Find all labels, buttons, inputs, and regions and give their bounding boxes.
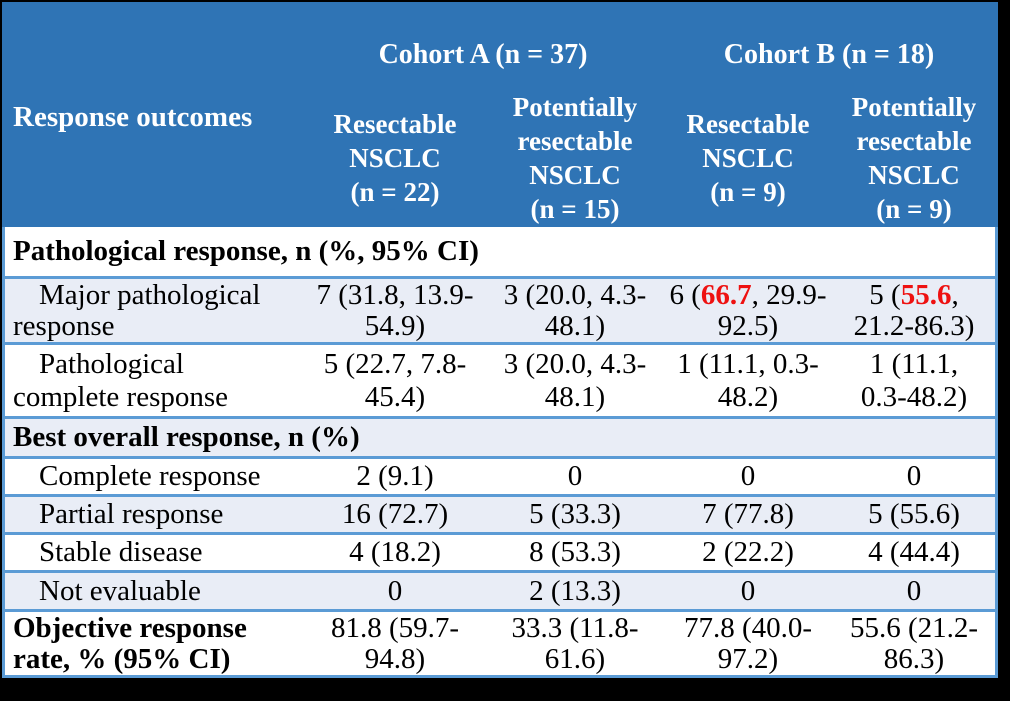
row-label: Not evaluable: [39, 574, 201, 607]
cell-cohort-b-resectable: 2 (22.2): [702, 536, 794, 568]
section-label: Pathological response, n (%, 95% CI): [13, 235, 479, 267]
cell-cohort-a-resectable: 7 (31.8, 13.9- 54.9): [316, 278, 474, 342]
cell-cohort-a-resectable: 16 (72.7): [341, 498, 449, 530]
column-header-potentially-resectable-b: Potentially resectable NSCLC (n = 9): [851, 92, 977, 224]
row-label: Stable disease: [39, 536, 203, 568]
highlighted-value: 66.7: [700, 278, 752, 311]
cell-cohort-b-potentially-resectable: 4 (44.4): [868, 536, 960, 568]
table-body: Pathological response, n (%, 95% CI) Maj…: [2, 227, 998, 678]
cell-cohort-b-potentially-resectable: 55.6 (21.2- 86.3): [849, 611, 979, 675]
highlighted-value: 55.6: [900, 278, 952, 311]
cell-cohort-a-resectable: 4 (18.2): [349, 536, 441, 568]
row-partial-response: Partial response 16 (72.7) 5 (33.3) 7 (7…: [5, 494, 995, 532]
row-label: Partial response: [39, 498, 224, 530]
section-label: Best overall response, n (%): [13, 421, 360, 453]
section-row-pathological-response: Pathological response, n (%, 95% CI): [5, 227, 995, 276]
cell-cohort-b-resectable: 0: [740, 574, 756, 607]
cell-cohort-a-resectable: 5 (22.7, 7.8- 45.4): [323, 347, 467, 413]
column-header-potentially-resectable-a: Potentially resectable NSCLC (n = 15): [512, 92, 638, 224]
cell-cohort-a-potentially-resectable: 3 (20.0, 4.3- 48.1): [503, 347, 647, 413]
cell-cohort-b-potentially-resectable: 1 (11.1, 0.3-48.2): [860, 347, 968, 413]
cohort-b-header: Cohort B (n = 18): [723, 39, 935, 70]
cell-text: , 21.2-86.3): [853, 278, 975, 342]
table-header: Response outcomes Cohort A (n = 37) Coho…: [2, 2, 998, 227]
cell-cohort-b-resectable: 77.8 (40.0- 97.2): [683, 611, 813, 675]
row-pathological-complete-response: Pathological complete response 5 (22.7, …: [5, 342, 995, 416]
row-stable-disease: Stable disease 4 (18.2) 8 (53.3) 2 (22.2…: [5, 532, 995, 570]
cell-text: , 29.9- 92.5): [717, 278, 827, 342]
cell-cohort-a-potentially-resectable: 0: [567, 460, 583, 492]
row-label: Objective response rate, % (95% CI): [13, 611, 247, 675]
row-label: Pathological complete response: [13, 347, 229, 413]
column-header-resectable-b: Resectable NSCLC (n = 9): [686, 109, 810, 207]
row-objective-response-rate: Objective response rate, % (95% CI) 81.8…: [5, 609, 995, 675]
cell-cohort-a-potentially-resectable: 2 (13.3): [529, 574, 621, 607]
row-major-pathological-response: Major pathological response 7 (31.8, 13.…: [5, 276, 995, 342]
cell-cohort-b-resectable: 6 (66.7, 29.9- 92.5): [663, 279, 833, 342]
row-complete-response: Complete response 2 (9.1) 0 0 0: [5, 456, 995, 494]
cell-cohort-a-potentially-resectable: 33.3 (11.8- 61.6): [511, 611, 639, 675]
cell-cohort-b-potentially-resectable: 0: [906, 460, 922, 492]
response-outcomes-table: Response outcomes Cohort A (n = 37) Coho…: [2, 2, 998, 678]
section-row-best-overall-response: Best overall response, n (%): [5, 416, 995, 456]
row-label: Complete response: [39, 460, 261, 492]
cell-cohort-b-potentially-resectable: 5 (55.6): [868, 498, 960, 530]
cell-cohort-a-potentially-resectable: 8 (53.3): [529, 536, 621, 568]
cell-cohort-b-potentially-resectable: 0: [906, 574, 922, 607]
cell-cohort-b-potentially-resectable: 5 (55.6, 21.2-86.3): [833, 279, 995, 342]
cell-text: 6 (: [669, 278, 701, 311]
cell-cohort-a-potentially-resectable: 3 (20.0, 4.3- 48.1): [503, 278, 647, 342]
cell-cohort-a-potentially-resectable: 5 (33.3): [529, 498, 621, 530]
column-header-response-outcomes: Response outcomes: [13, 100, 253, 133]
row-label: Major pathological response: [13, 278, 261, 342]
cell-cohort-a-resectable: 0: [387, 574, 403, 607]
cohort-a-header: Cohort A (n = 37): [378, 39, 588, 70]
cell-cohort-b-resectable: 7 (77.8): [702, 498, 794, 530]
cell-cohort-a-resectable: 81.8 (59.7- 94.8): [330, 611, 460, 675]
cell-cohort-b-resectable: 1 (11.1, 0.3- 48.2): [677, 347, 819, 413]
cell-cohort-b-resectable: 0: [740, 460, 756, 492]
cell-cohort-a-resectable: 2 (9.1): [356, 460, 434, 492]
column-header-resectable-a: Resectable NSCLC (n = 22): [333, 109, 457, 207]
row-not-evaluable: Not evaluable 0 2 (13.3) 0 0: [5, 570, 995, 609]
cell-text: 5 (: [869, 278, 901, 311]
